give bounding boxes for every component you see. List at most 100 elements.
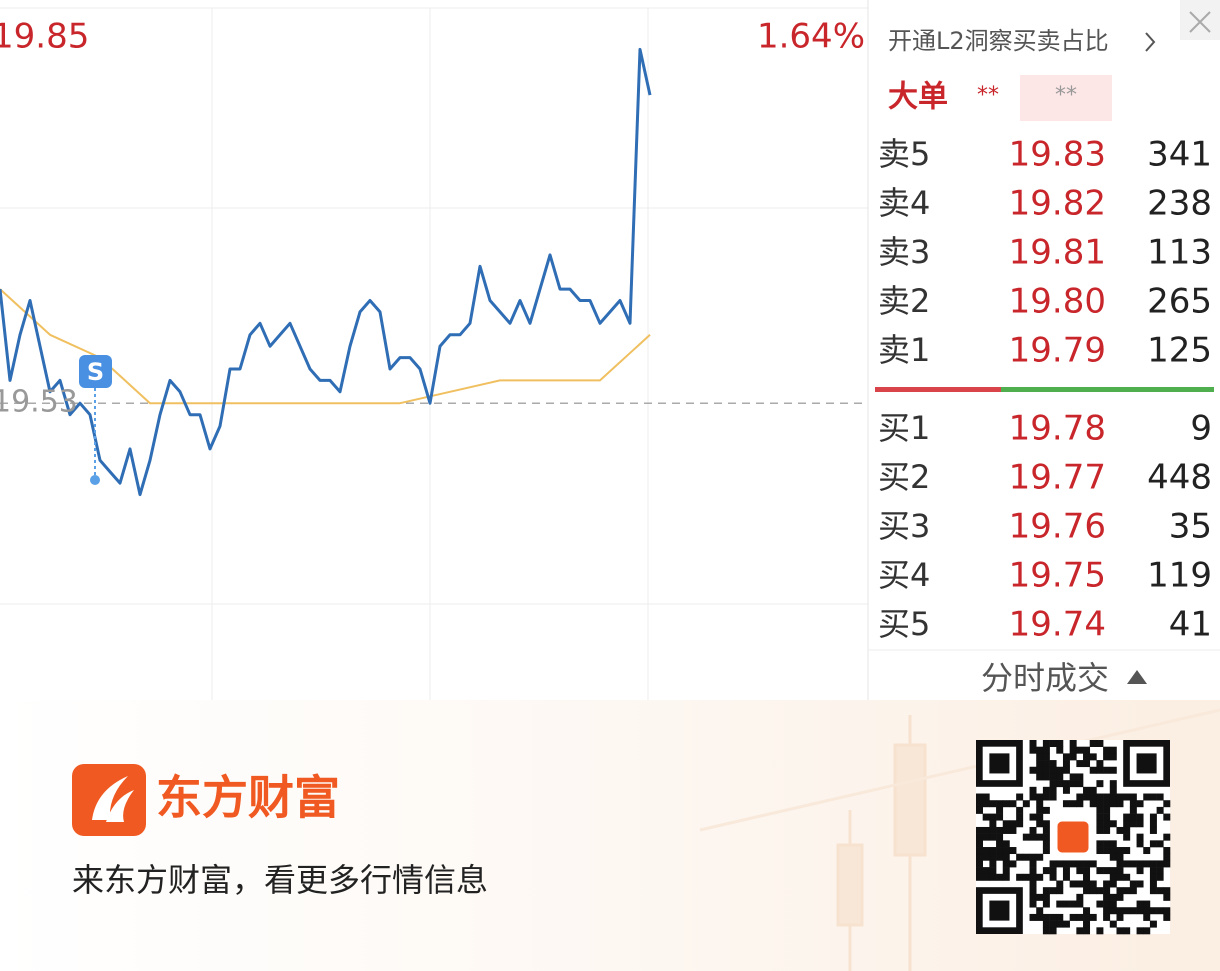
qr-module — [996, 840, 1004, 848]
qr-module — [1062, 920, 1070, 928]
qr-module — [1042, 793, 1050, 801]
qr-module — [1042, 820, 1050, 828]
qr-module — [1029, 880, 1037, 888]
qr-module — [1056, 900, 1064, 908]
qr-module — [1056, 920, 1064, 928]
row-volume: 448 — [1147, 458, 1212, 498]
qr-module — [1123, 847, 1131, 855]
qr-module — [976, 800, 983, 808]
qr-module — [1163, 887, 1171, 895]
row-label: 卖1 — [878, 331, 930, 369]
qr-module — [1096, 800, 1104, 808]
qr-module — [976, 873, 983, 881]
qr-module — [1083, 746, 1091, 754]
qr-module — [989, 853, 997, 861]
qr-module — [1049, 773, 1057, 781]
qr-module — [1036, 820, 1044, 828]
qr-module — [1089, 753, 1097, 761]
row-label: 买3 — [878, 507, 930, 545]
qr-module — [1156, 907, 1164, 915]
qr-module — [1149, 840, 1157, 848]
qr-module — [1049, 786, 1057, 794]
high-label: 19.85 — [0, 17, 89, 57]
row-label: 买4 — [878, 556, 930, 594]
qr-module — [1123, 793, 1131, 801]
qr-module — [976, 806, 983, 814]
qr-module — [1036, 793, 1044, 801]
qr-module — [1096, 887, 1104, 895]
qr-module — [1056, 913, 1064, 921]
qr-module — [1076, 927, 1084, 935]
qr-module — [1103, 907, 1111, 915]
qr-module — [1076, 900, 1084, 908]
qr-module — [1163, 913, 1171, 921]
qr-module — [1069, 900, 1077, 908]
qr-module — [1129, 800, 1137, 808]
qr-module — [1143, 907, 1151, 915]
qr-module — [1103, 867, 1111, 875]
qr-module — [1156, 867, 1164, 875]
qr-module — [1103, 820, 1111, 828]
qr-module — [1116, 826, 1124, 834]
qr-module — [1002, 847, 1010, 855]
qr-module — [1096, 760, 1104, 768]
qr-module — [1049, 760, 1057, 768]
qr-module — [1062, 753, 1070, 761]
trades-toggle[interactable]: 分时成交 — [981, 659, 1109, 697]
row-volume: 341 — [1147, 135, 1212, 175]
qr-module — [1056, 766, 1064, 774]
qr-module — [976, 853, 983, 861]
qr-module — [1129, 820, 1137, 828]
qr-module — [1029, 766, 1037, 774]
row-label: 卖3 — [878, 233, 930, 271]
qr-module — [1042, 920, 1050, 928]
qr-finder — [989, 753, 1010, 774]
qr-module — [1136, 840, 1144, 848]
qr-module — [1149, 887, 1157, 895]
qr-module — [1103, 813, 1111, 821]
qr-module — [1042, 900, 1050, 908]
qr-module — [1036, 746, 1044, 754]
qr-module — [1083, 927, 1091, 935]
qr-module — [1109, 746, 1117, 754]
qr-module — [1149, 820, 1157, 828]
qr-module — [1136, 833, 1144, 841]
close-button[interactable] — [1180, 0, 1220, 40]
row-price: 19.78 — [1009, 409, 1106, 449]
qr-module — [989, 867, 997, 875]
qr-module — [1069, 860, 1077, 868]
qr-module — [1116, 873, 1124, 881]
qr-module — [1096, 867, 1104, 875]
qr-module — [1009, 847, 1017, 855]
qr-module — [1083, 913, 1091, 921]
qr-module — [1163, 860, 1171, 868]
qr-module — [1096, 820, 1104, 828]
qr-module — [976, 833, 983, 841]
qr-module — [1049, 887, 1057, 895]
qr-module — [1143, 900, 1151, 908]
qr-module — [1049, 860, 1057, 868]
qr-module — [1149, 813, 1157, 821]
qr-module — [1056, 773, 1064, 781]
qr-module — [1042, 746, 1050, 754]
qr-module — [1103, 806, 1111, 814]
qr-module — [1036, 873, 1044, 881]
buy-bar — [1001, 387, 1214, 392]
qr-module — [1143, 927, 1151, 935]
qr-module — [1029, 873, 1037, 881]
qr-module — [1116, 867, 1124, 875]
qr-module — [1123, 927, 1131, 935]
grid — [0, 0, 869, 700]
qr-module — [996, 813, 1004, 821]
qr-module — [976, 847, 983, 855]
qr-module — [1109, 820, 1117, 828]
qr-module — [982, 833, 990, 841]
qr-module — [996, 847, 1004, 855]
qr-module — [1002, 800, 1010, 808]
qr-module — [1143, 913, 1151, 921]
promo-link[interactable]: 开通L2洞察买卖占比 — [888, 27, 1109, 55]
qr-module — [1083, 907, 1091, 915]
qr-module — [1163, 800, 1171, 808]
qr-module — [1083, 793, 1091, 801]
qr-module — [1096, 927, 1104, 935]
